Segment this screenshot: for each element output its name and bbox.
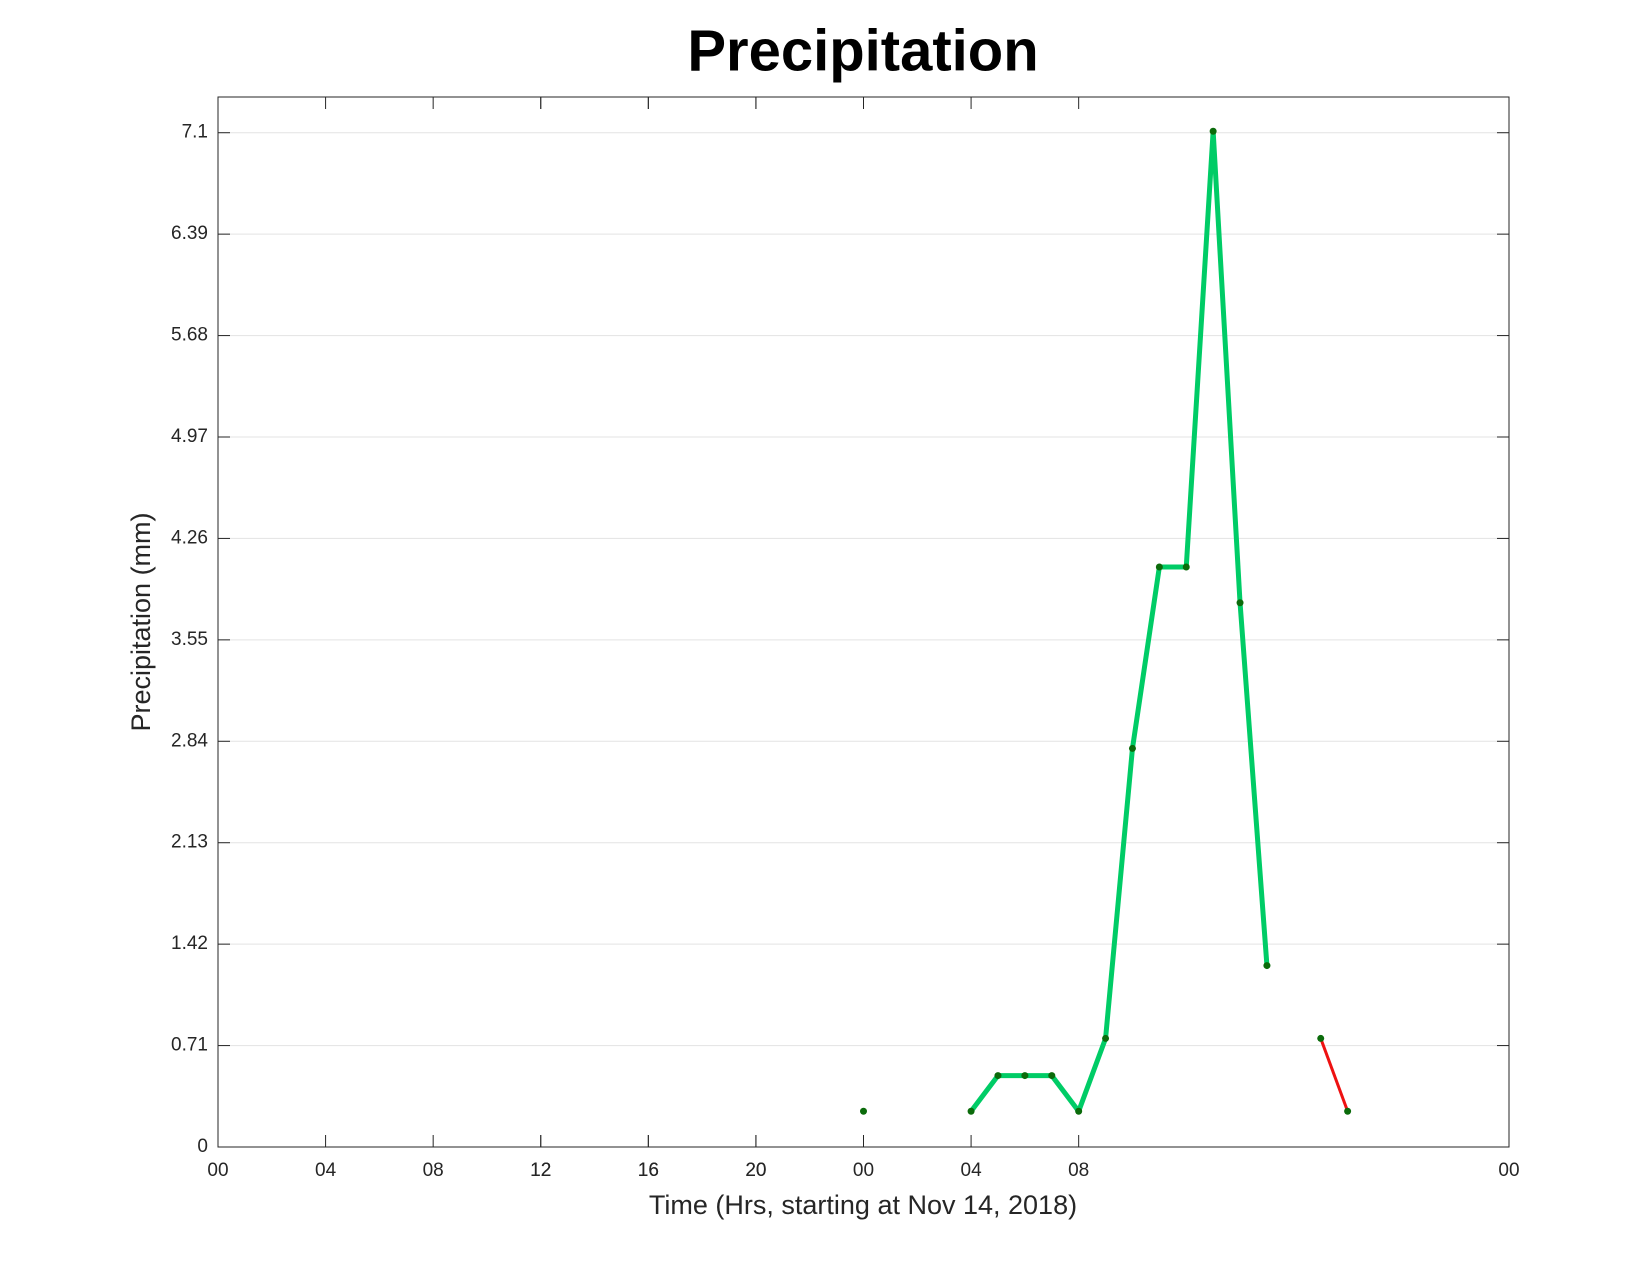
y-tick-label: 3.55 <box>171 629 208 650</box>
data-point <box>1075 1107 1083 1115</box>
x-tick-label: 16 <box>638 1160 659 1181</box>
x-tick-label: 00 <box>853 1160 874 1181</box>
x-tick-label: 00 <box>1498 1160 1519 1181</box>
x-tick-label: 00 <box>207 1160 228 1181</box>
y-axis-label: Precipitation (mm) <box>126 512 156 731</box>
data-point <box>1236 599 1244 607</box>
data-point <box>860 1107 867 1115</box>
y-tick-label: 6.39 <box>171 223 208 244</box>
x-tick-label: 04 <box>961 1160 983 1181</box>
y-tick-label: 2.13 <box>171 832 208 853</box>
data-point <box>994 1072 1002 1080</box>
y-tick-label: 0.71 <box>171 1035 208 1056</box>
plot-frame <box>217 96 1510 1148</box>
data-point <box>1021 1072 1029 1080</box>
x-axis-label: Time (Hrs, starting at Nov 14, 2018) <box>649 1190 1077 1220</box>
data-point <box>1182 563 1190 571</box>
x-tick-label: 20 <box>745 1160 766 1181</box>
x-tick-label: 12 <box>530 1160 551 1181</box>
data-point <box>1317 1034 1325 1042</box>
series-line <box>969 128 1270 1114</box>
data-point <box>967 1107 975 1115</box>
x-tick-label: 16 <box>638 1160 659 1181</box>
y-tick-label: 4.97 <box>171 426 208 447</box>
data-point <box>1155 563 1163 571</box>
data-point <box>1102 1034 1110 1042</box>
series-line <box>1319 1037 1350 1112</box>
x-tick-label: 08 <box>423 1160 444 1181</box>
y-tick-label: 2.84 <box>171 730 208 751</box>
y-tick-label: 4.26 <box>171 527 208 548</box>
x-tick-label: 12 <box>530 1160 551 1181</box>
data-point <box>1048 1072 1056 1080</box>
data-point <box>1128 744 1136 752</box>
y-tick-label: 5.68 <box>171 325 208 346</box>
x-tick-label: 04 <box>315 1160 337 1181</box>
y-tick-label: 1.42 <box>171 933 208 954</box>
data-point <box>1263 962 1271 970</box>
y-tick-label: 0 <box>197 1136 208 1157</box>
x-tick-label: 20 <box>745 1160 766 1181</box>
data-point <box>1344 1107 1352 1115</box>
chart-title: Precipitation <box>687 18 1038 83</box>
x-tick-label: 08 <box>1068 1160 1089 1181</box>
data-point <box>1209 127 1217 135</box>
y-tick-label: 7.1 <box>182 122 208 143</box>
